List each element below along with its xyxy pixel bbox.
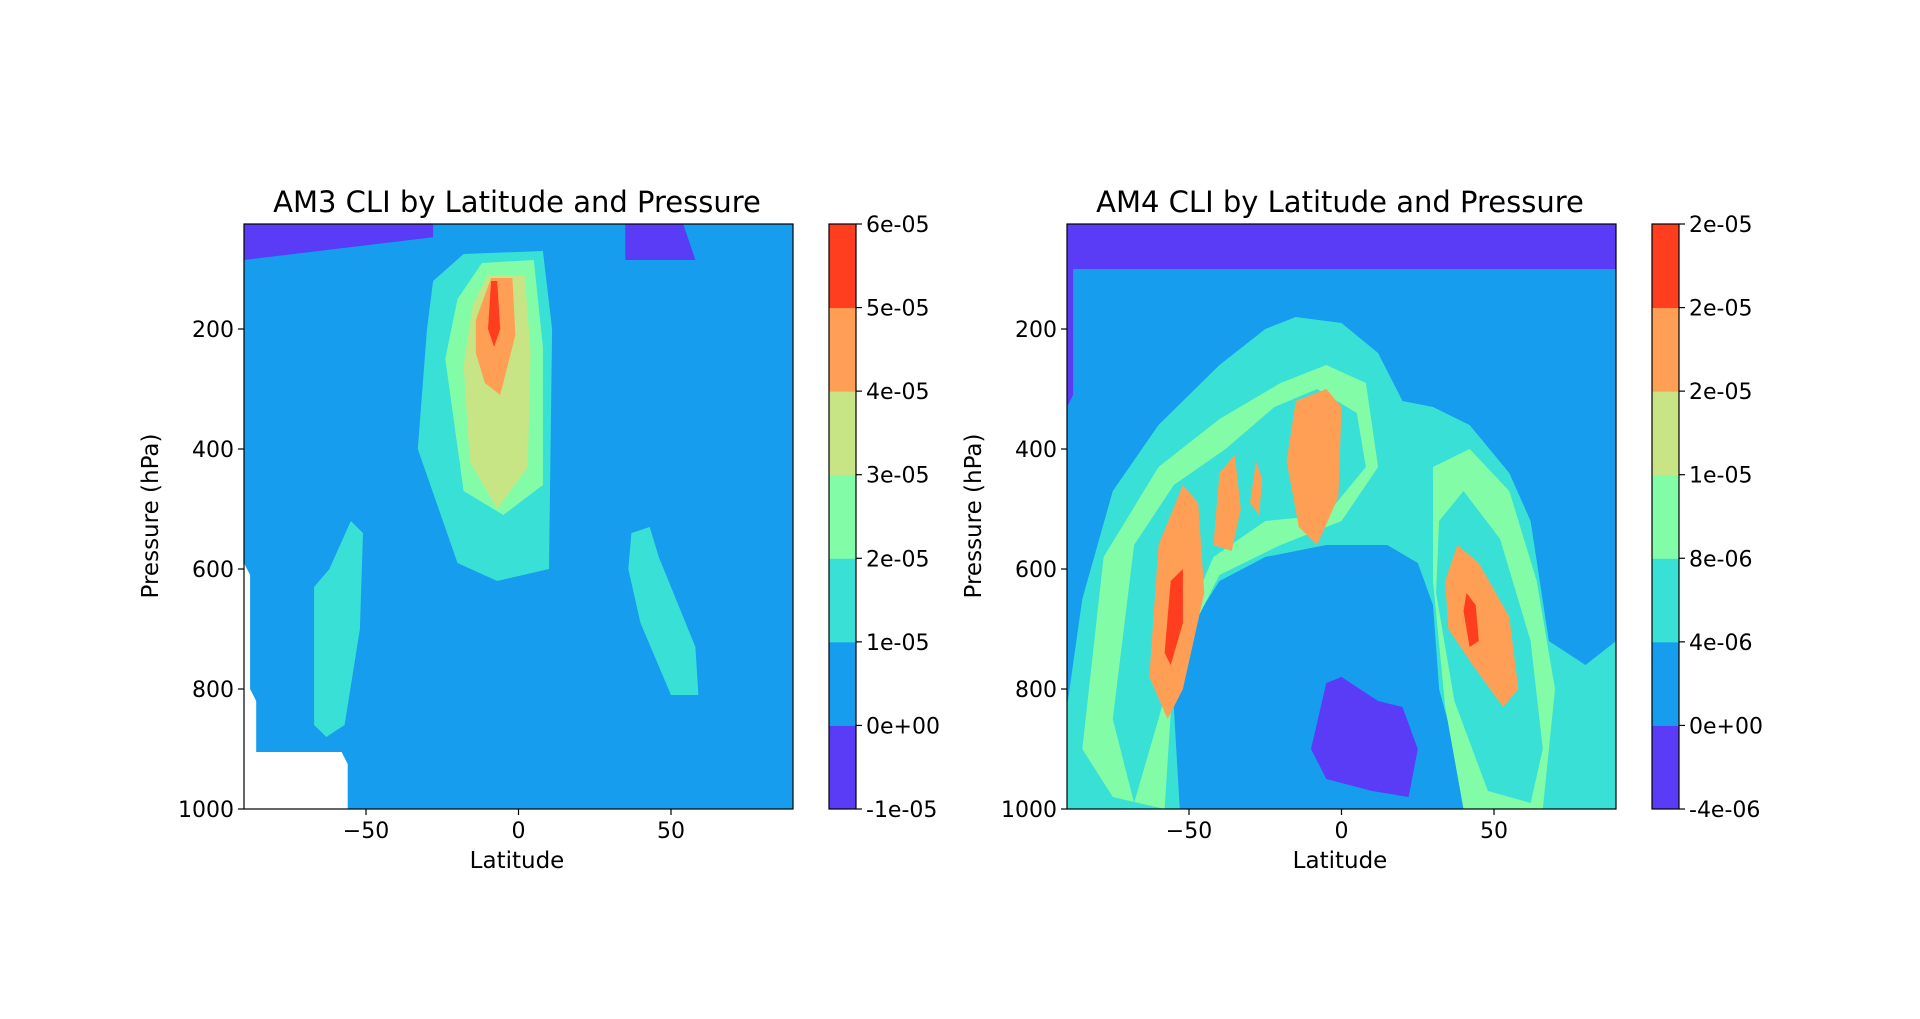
- colorbar-tick-label: 0e+00: [1689, 714, 1763, 739]
- am4-plot-title: AM4 CLI by Latitude and Pressure: [1096, 185, 1584, 219]
- am4-x-axis-title: Latitude: [1293, 848, 1388, 874]
- y-tick-label: 1000: [178, 798, 234, 823]
- y-tick-label: 800: [192, 678, 234, 703]
- colorbar-tick-label: -4e-06: [1689, 798, 1760, 823]
- contour-tropical-core-peak: [488, 281, 501, 347]
- contour-nh-core-orange: [1445, 545, 1519, 707]
- y-tick-label: 800: [1015, 678, 1057, 703]
- contour-nh-peak-red: [1463, 593, 1479, 647]
- contour-upper-boundary-nh: [625, 224, 696, 260]
- colorbar-tick-label: 2e-05: [1689, 380, 1752, 405]
- colorbar-segment: [829, 474, 856, 559]
- colorbar-segment: [1652, 725, 1679, 810]
- colorbar-tick-label: 1e-05: [866, 631, 929, 656]
- am4-contour-plot: [1067, 224, 1616, 809]
- x-tick-label: 50: [1480, 819, 1508, 844]
- x-tick-label: −50: [343, 819, 389, 844]
- y-tick-label: 1000: [1001, 798, 1057, 823]
- colorbar-tick-label: 2e-05: [1689, 297, 1752, 322]
- colorbar-tick-label: 4e-06: [1689, 631, 1752, 656]
- contour-sh-tiny-orange: [1250, 461, 1263, 515]
- colorbar-tick-label: 4e-05: [866, 380, 929, 405]
- am4-x-ticks: −50 0 50: [1166, 809, 1508, 844]
- colorbar-segment: [829, 641, 856, 726]
- colorbar-tick-label: 3e-05: [866, 464, 929, 489]
- am3-x-axis-title: Latitude: [470, 848, 565, 874]
- colorbar-segment: [1652, 391, 1679, 476]
- contour-sh-strip: [1067, 269, 1074, 407]
- contour-sh-lobe: [314, 521, 363, 737]
- x-tick-label: 50: [657, 819, 685, 844]
- missing-data-edge: [244, 563, 257, 752]
- y-tick-label: 600: [192, 558, 234, 583]
- colorbar-segment: [829, 725, 856, 810]
- colorbar-segment: [1652, 558, 1679, 643]
- am3-contour-plot: [244, 224, 793, 809]
- colorbar-tick-label: 2e-05: [1689, 213, 1752, 238]
- colorbar-segment: [1652, 474, 1679, 559]
- colorbar-segment: [1652, 641, 1679, 726]
- am4-panel: AM4 CLI by Latitude and Pressure −50 0 50 …: [961, 185, 1763, 874]
- contour-upper-boundary: [244, 224, 434, 260]
- am3-y-axis-title: Pressure (hPa): [138, 434, 164, 599]
- am4-colorbar: -4e-06 0e+00 4e-06 8e-06 1e-05 2e-05 2e-05 2e-0…: [1651, 213, 1763, 823]
- colorbar-frame: [828, 223, 857, 810]
- y-tick-label: 600: [1015, 558, 1057, 583]
- colorbar-tick-label: 1e-05: [1689, 464, 1752, 489]
- y-tick-label: 200: [1015, 318, 1057, 343]
- colorbar-tick-label: 8e-06: [1689, 547, 1752, 572]
- y-tick-label: 400: [192, 438, 234, 463]
- contour-tropical-orange: [1286, 389, 1342, 545]
- contour-nh-lobe: [628, 527, 699, 695]
- y-tick-label: 400: [1015, 438, 1057, 463]
- y-tick-label: 200: [192, 318, 234, 343]
- colorbar-tick-label: 2e-05: [866, 547, 929, 572]
- am3-plot-title: AM3 CLI by Latitude and Pressure: [273, 185, 761, 219]
- colorbar-frame: [1651, 223, 1680, 810]
- colorbar-segment: [1652, 224, 1679, 309]
- contour-upper-boundary: [1067, 224, 1616, 269]
- colorbar-segment: [829, 224, 856, 309]
- x-tick-label: −50: [1166, 819, 1212, 844]
- x-tick-label: 0: [1335, 819, 1349, 844]
- am3-x-ticks: −50 0 50: [343, 809, 685, 844]
- am4-y-axis-title: Pressure (hPa): [961, 434, 987, 599]
- colorbar-tick-label: -1e-05: [866, 798, 937, 823]
- am3-y-ticks: 200 400 600 800 1000: [178, 318, 244, 823]
- colorbar-segment: [829, 391, 856, 476]
- colorbar-segment: [1652, 307, 1679, 392]
- colorbar-tick-label: 0e+00: [866, 714, 940, 739]
- contour-surface-speckle: [1311, 677, 1418, 797]
- colorbar-segment: [829, 307, 856, 392]
- missing-data-region: [244, 752, 348, 809]
- contour-sh-small-orange: [1213, 455, 1241, 551]
- contour-sh-peak-red: [1164, 569, 1183, 665]
- x-tick-label: 0: [512, 819, 526, 844]
- colorbar-tick-label: 5e-05: [866, 297, 929, 322]
- am4-y-ticks: 200 400 600 800 1000: [1001, 318, 1067, 823]
- am3-colorbar: -1e-05 0e+00 1e-05 2e-05 3e-05 4e-05 5e-05 6e-0…: [828, 213, 940, 823]
- am3-panel: AM3 CLI by Latitude and Pressure −50 0 50 …: [138, 185, 940, 874]
- colorbar-tick-label: 6e-05: [866, 213, 929, 238]
- colorbar-segment: [829, 558, 856, 643]
